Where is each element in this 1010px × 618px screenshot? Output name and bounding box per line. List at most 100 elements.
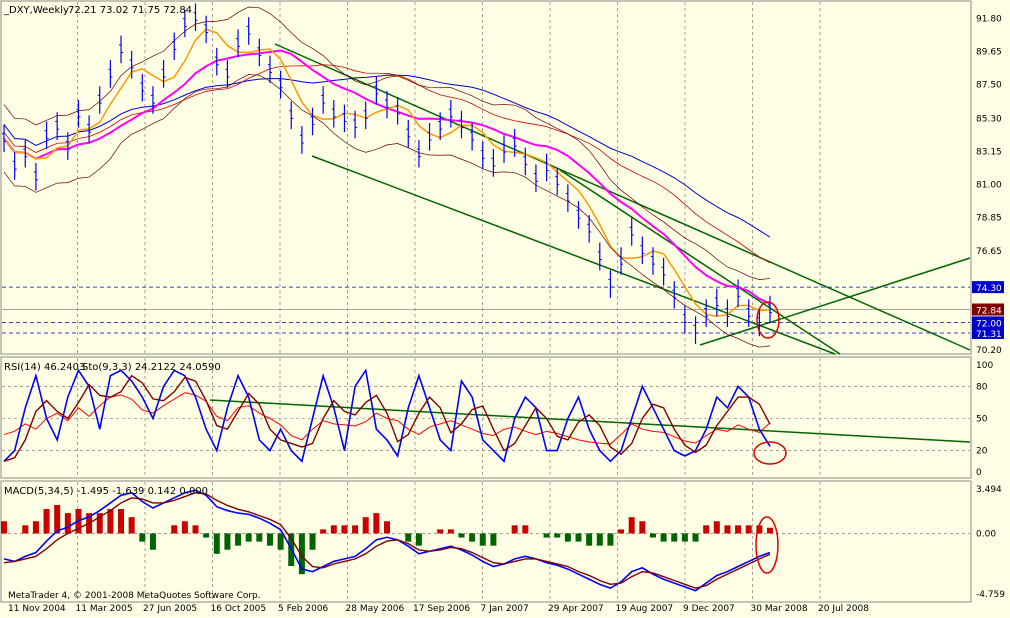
macd-histogram-bar bbox=[575, 533, 582, 542]
macd-tick-label: 3.494 bbox=[976, 485, 1002, 495]
macd-histogram-bar bbox=[649, 533, 656, 538]
macd-histogram-bar bbox=[213, 533, 220, 554]
price-highlight-circle bbox=[756, 301, 780, 339]
date-tick-label: 16 Oct 2005 bbox=[211, 604, 267, 614]
macd-histogram-bar bbox=[607, 533, 614, 546]
macd-histogram-bar bbox=[235, 533, 242, 546]
macd-histogram-bar bbox=[266, 533, 273, 546]
copyright-text: MetaTrader 4, © 2001-2008 MetaQuotes Sof… bbox=[8, 591, 261, 601]
ohlc-readout: 72.21 73.02 71.75 72.84 bbox=[68, 5, 192, 16]
macd-histogram-bar bbox=[639, 521, 646, 534]
macd-histogram-bar bbox=[511, 525, 518, 534]
date-tick-label: 19 Aug 2007 bbox=[616, 604, 674, 614]
macd-line bbox=[3, 489, 771, 592]
macd-histogram-bar bbox=[692, 533, 699, 542]
oscillator-label: RSI(14) 46.2403 bbox=[4, 362, 85, 373]
date-tick-label: 27 Jun 2005 bbox=[143, 604, 197, 614]
price-tick-label: 91.80 bbox=[976, 15, 1002, 25]
osc-tick-label: 50 bbox=[976, 415, 988, 425]
macd-histogram-bar bbox=[64, 513, 71, 534]
macd-histogram-bar bbox=[724, 525, 731, 534]
macd-histogram-bar bbox=[554, 533, 561, 538]
osc-tick-label: 80 bbox=[976, 382, 988, 392]
date-tick-label: 29 Apr 2007 bbox=[548, 604, 604, 614]
price-tick-label: 89.65 bbox=[976, 48, 1002, 58]
price-series-group bbox=[2, 3, 772, 348]
macd-histogram-bar bbox=[660, 533, 667, 542]
osc-tick-label: 0 bbox=[976, 468, 982, 478]
date-tick-label: 5 Feb 2006 bbox=[278, 604, 329, 614]
macd-histogram-bar bbox=[735, 525, 742, 534]
level-tag-support bbox=[972, 316, 1004, 329]
macd-histogram-bar bbox=[628, 517, 635, 534]
rsi-trend-line bbox=[209, 399, 971, 443]
macd-histogram-bar bbox=[54, 504, 61, 534]
macd-histogram-bar bbox=[415, 533, 422, 546]
macd-histogram-bar bbox=[139, 533, 146, 542]
level-tag-text-last: 72.84 bbox=[976, 307, 1002, 317]
oscillator-panel bbox=[0, 356, 972, 479]
macd-histogram-bar bbox=[618, 529, 625, 534]
macd-histogram-bar bbox=[373, 513, 380, 534]
osc-tick-label: 20 bbox=[976, 447, 988, 457]
macd-histogram-bar bbox=[362, 517, 369, 534]
macd-signal-line bbox=[3, 492, 771, 589]
vertical-gridlines bbox=[77, 2, 821, 601]
ma-slow-line bbox=[3, 74, 771, 238]
chart-title: _DXY,Weekly bbox=[3, 5, 69, 16]
macd-histogram-bar bbox=[564, 533, 571, 542]
level-tag-resistance bbox=[972, 281, 1004, 294]
macd-histogram-bar bbox=[490, 533, 497, 546]
macd-histogram-bar bbox=[32, 521, 39, 534]
macd-histogram-bar bbox=[681, 533, 688, 542]
level-tag-last bbox=[972, 303, 1004, 316]
date-tick-label: 28 May 2006 bbox=[346, 604, 405, 614]
macd-histogram-bar bbox=[405, 533, 412, 542]
macd-histogram-bar bbox=[596, 533, 603, 546]
date-tick-label: 9 Dec 2007 bbox=[683, 604, 735, 614]
macd-histogram-bar bbox=[469, 533, 476, 542]
macd-histogram-bar bbox=[522, 525, 529, 534]
channel-upper-line bbox=[274, 43, 971, 351]
date-tick-label: 7 Jan 2007 bbox=[481, 604, 529, 614]
macd-histogram-bar bbox=[43, 509, 50, 534]
macd-histogram-bar bbox=[277, 533, 284, 550]
macd-histogram-bar bbox=[745, 525, 752, 534]
macd-histogram-bar bbox=[320, 529, 327, 534]
macd-histogram-bar bbox=[192, 525, 199, 534]
price-tick-label: 70.20 bbox=[976, 346, 1002, 356]
price-tick-label: 83.15 bbox=[976, 147, 1002, 157]
level-tag-text-low: 71.31 bbox=[976, 330, 1002, 340]
macd-histogram-bar bbox=[309, 533, 316, 550]
macd-histogram-bar bbox=[298, 533, 305, 575]
macd-histogram-bar bbox=[352, 525, 359, 534]
macd-histogram-bar bbox=[543, 533, 550, 538]
level-tag-text-resistance: 74.30 bbox=[976, 284, 1002, 294]
macd-histogram-bar bbox=[458, 533, 465, 538]
inner-trend-line bbox=[559, 169, 841, 355]
date-tick-label: 17 Sep 2006 bbox=[413, 604, 470, 614]
price-tick-label: 87.50 bbox=[976, 81, 1002, 91]
macd-histogram-bar bbox=[479, 533, 486, 546]
macd-panel bbox=[0, 480, 972, 603]
macd-histogram-bar bbox=[107, 509, 114, 534]
date-tick-label: 20 Jul 2008 bbox=[818, 604, 869, 614]
price-tick-label: 81.00 bbox=[976, 180, 1002, 190]
price-panel bbox=[0, 0, 972, 355]
price-axis: 91.80 89.65 87.50 85.30 83.15 81.00 78.85 76.65… bbox=[972, 15, 1005, 600]
price-tick-label: 76.65 bbox=[976, 247, 1002, 257]
osc-tick-label: 100 bbox=[976, 361, 993, 371]
macd-histogram-bar bbox=[703, 525, 710, 534]
channel-lower-line bbox=[311, 155, 836, 355]
macd-histogram-bar bbox=[756, 525, 763, 534]
macd-histogram-bar bbox=[96, 513, 103, 534]
ma-red-line bbox=[3, 64, 771, 264]
level-tag-low bbox=[972, 326, 1004, 339]
macd-histogram-bar bbox=[149, 533, 156, 550]
macd-histogram-bar bbox=[171, 525, 178, 534]
trend-lines bbox=[209, 43, 971, 443]
stoch-highlight-circle bbox=[753, 441, 787, 465]
rsi-line bbox=[3, 392, 771, 445]
macd-histogram-bar bbox=[437, 529, 444, 534]
macd-histogram-bar bbox=[203, 533, 210, 538]
